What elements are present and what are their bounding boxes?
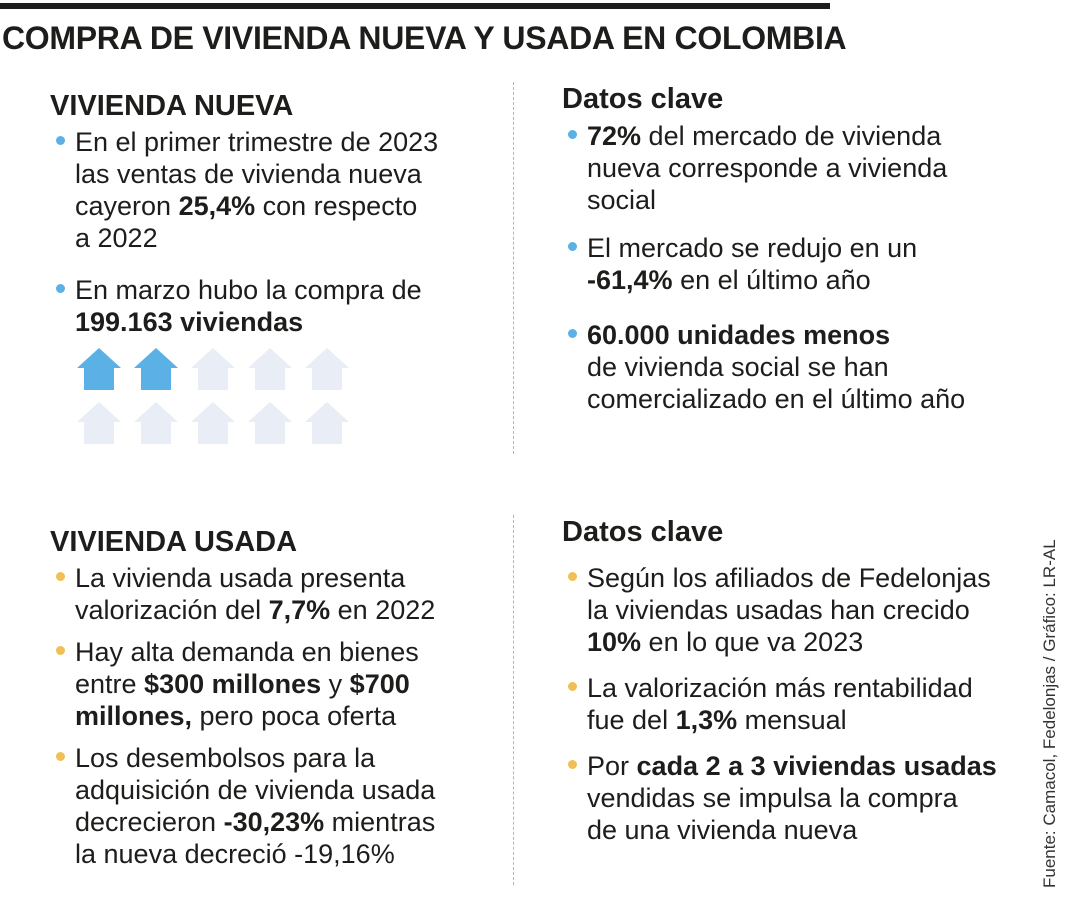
list-item: Hay alta demanda en bienes entre $300 mi…: [50, 636, 435, 732]
vivienda-usada-section: VIVIENDA USADA La vivienda usada present…: [50, 525, 435, 870]
house-icon: [248, 402, 292, 444]
house-icon: [305, 348, 349, 390]
datos-clave-usada-list: Según los afiliados de Fedelonjas la viv…: [562, 562, 997, 846]
page-title: COMPRA DE VIVIENDA NUEVA Y USADA EN COLO…: [2, 20, 847, 56]
list-item: En marzo hubo la compra de 199.163 vivie…: [50, 274, 438, 338]
bullet-icon: [568, 760, 577, 769]
list-item: El mercado se redujo en un -61,4% en el …: [562, 232, 965, 296]
vivienda-nueva-list: En el primer trimestre de 2023 las venta…: [50, 126, 438, 338]
list-item: Los desembolsos para la adquisición de v…: [50, 742, 435, 870]
datos-clave-heading: Datos clave: [562, 83, 724, 115]
bullet-icon: [568, 329, 577, 338]
column-divider-top: [513, 82, 514, 454]
bullet-icon: [568, 242, 577, 251]
datos-clave-heading: Datos clave: [562, 516, 724, 548]
list-item: La valorización más rentabilidad fue del…: [562, 672, 997, 736]
house-icon: [77, 348, 121, 390]
list-item: Por cada 2 a 3 viviendas usadas vendidas…: [562, 750, 997, 846]
house-icon: [191, 348, 235, 390]
vivienda-usada-list: La vivienda usada presenta valorización …: [50, 562, 435, 870]
source-credit: Fuente: Camacol, Fedelonjas / Gráfico: L…: [1040, 539, 1059, 888]
house-icon: [77, 402, 121, 444]
vivienda-nueva-heading: VIVIENDA NUEVA: [50, 90, 294, 122]
bullet-icon: [56, 284, 65, 293]
datos-clave-nueva-list: 72% del mercado de vivienda nueva corres…: [562, 120, 965, 415]
bullet-icon: [568, 572, 577, 581]
list-item: Según los afiliados de Fedelonjas la viv…: [562, 562, 997, 658]
list-item: 72% del mercado de vivienda nueva corres…: [562, 120, 965, 216]
houses-pictogram: [76, 346, 366, 456]
list-item: 60.000 unidades menos de vivienda social…: [562, 319, 965, 415]
house-icon: [191, 402, 235, 444]
bullet-icon: [56, 572, 65, 581]
column-divider-bottom: [513, 515, 514, 885]
house-icon: [248, 348, 292, 390]
top-rule: [0, 3, 830, 9]
vivienda-nueva-section: VIVIENDA NUEVA En el primer trimestre de…: [50, 89, 438, 338]
bullet-icon: [56, 136, 65, 145]
datos-clave-usada-section: Datos clave Según los afiliados de Fedel…: [562, 515, 997, 846]
bullet-icon: [568, 130, 577, 139]
house-icon: [305, 402, 349, 444]
house-icon: [134, 348, 178, 390]
bullet-icon: [568, 682, 577, 691]
bullet-icon: [56, 752, 65, 761]
list-item: La vivienda usada presenta valorización …: [50, 562, 435, 626]
vivienda-usada-heading: VIVIENDA USADA: [50, 526, 298, 558]
house-icon: [134, 402, 178, 444]
list-item: En el primer trimestre de 2023 las venta…: [50, 126, 438, 254]
datos-clave-nueva-section: Datos clave 72% del mercado de vivienda …: [562, 82, 965, 415]
bullet-icon: [56, 646, 65, 655]
